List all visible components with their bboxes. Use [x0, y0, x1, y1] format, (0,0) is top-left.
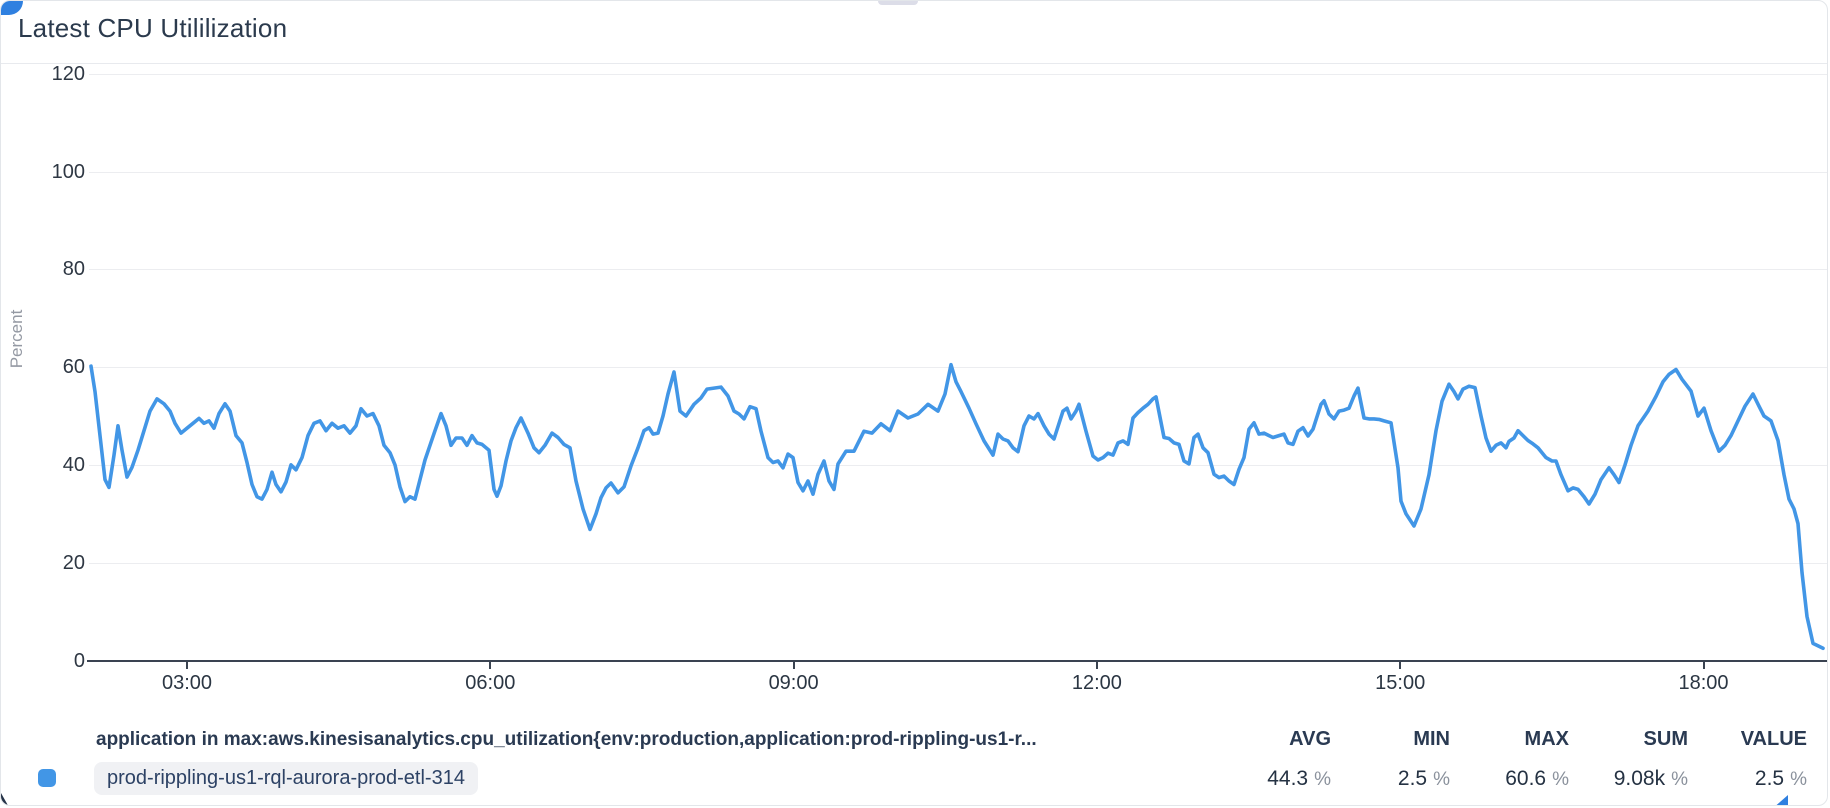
stat-number: 2.5 — [1754, 767, 1785, 790]
stat-value-value: 2.5% — [1688, 767, 1807, 791]
stat-header-max[interactable]: MAX — [1524, 728, 1569, 750]
y-tick-label-60: 60 — [62, 356, 85, 379]
series-name-pill[interactable]: prod-rippling-us1-rql-aurora-prod-etl-31… — [94, 761, 478, 795]
stat-header-sum[interactable]: SUM — [1643, 728, 1688, 750]
x-tick-mark-06:00 — [489, 660, 492, 669]
series-name-label: prod-rippling-us1-rql-aurora-prod-etl-31… — [107, 766, 465, 789]
y-gridline-80 — [89, 269, 1827, 271]
legend-stats-header-row: AVG MIN MAX SUM VALUE — [1212, 728, 1807, 751]
x-tick-label-15:00: 15:00 — [1375, 672, 1426, 694]
legend-query-expression: application in max:aws.kinesisanalytics.… — [96, 729, 1037, 750]
stat-unit: % — [1671, 769, 1688, 790]
stat-unit: % — [1314, 769, 1331, 790]
y-tick-label-40: 40 — [62, 453, 85, 476]
x-tick-mark-15:00 — [1399, 660, 1402, 669]
stat-header-min[interactable]: MIN — [1413, 728, 1450, 750]
x-tick-label-06:00: 06:00 — [465, 672, 516, 694]
stat-value-min: 2.5% — [1331, 767, 1450, 791]
x-tick-mark-09:00 — [792, 660, 795, 669]
y-tick-label-20: 20 — [62, 551, 85, 574]
header-divider — [1, 63, 1827, 64]
stat-value-avg: 44.3% — [1212, 767, 1331, 791]
x-tick-mark-18:00 — [1702, 660, 1705, 669]
x-tick-mark-03:00 — [186, 660, 188, 669]
stat-number: 60.6 — [1505, 767, 1547, 790]
widget-drag-handle-corner[interactable] — [1, 1, 23, 15]
x-axis-line — [87, 659, 1827, 662]
y-gridline-20 — [89, 562, 1827, 564]
widget-title: Latest CPU Utililization — [18, 13, 288, 43]
stat-header-value[interactable]: VALUE — [1740, 728, 1807, 750]
legend-stats-value-row: 44.3% 2.5% 60.6% 9.08k% 2.5% — [1212, 767, 1807, 791]
y-gridline-60 — [89, 367, 1827, 369]
stat-header-avg[interactable]: AVG — [1289, 728, 1331, 750]
series-line — [89, 362, 1825, 651]
y-tick-label-100: 100 — [51, 160, 85, 183]
y-gridline-120 — [89, 73, 1827, 75]
x-tick-label-03:00: 03:00 — [161, 672, 213, 694]
stat-number: 9.08k — [1613, 767, 1666, 790]
stat-unit: % — [1552, 769, 1569, 790]
y-tick-label-80: 80 — [62, 258, 85, 281]
stat-number: 44.3 — [1267, 767, 1309, 790]
x-tick-label-09:00: 09:00 — [768, 672, 819, 694]
stat-value-max: 60.6% — [1450, 767, 1569, 791]
x-tick-label-12:00: 12:00 — [1071, 672, 1122, 694]
y-tick-label-120: 120 — [51, 62, 85, 85]
series-color-swatch[interactable] — [38, 769, 56, 787]
top-edge-scroll-nub — [878, 1, 918, 5]
y-gridline-100 — [89, 171, 1827, 173]
stat-unit: % — [1433, 769, 1450, 790]
stat-number: 2.5 — [1397, 767, 1428, 790]
y-gridline-40 — [89, 464, 1827, 466]
legend-series-row[interactable]: prod-rippling-us1-rql-aurora-prod-etl-31… — [38, 761, 478, 795]
x-tick-mark-12:00 — [1095, 660, 1098, 669]
y-tick-label-0: 0 — [73, 649, 85, 672]
stat-unit: % — [1790, 769, 1807, 790]
stat-value-sum: 9.08k% — [1569, 767, 1688, 791]
x-tick-label-18:00: 18:00 — [1678, 672, 1729, 694]
